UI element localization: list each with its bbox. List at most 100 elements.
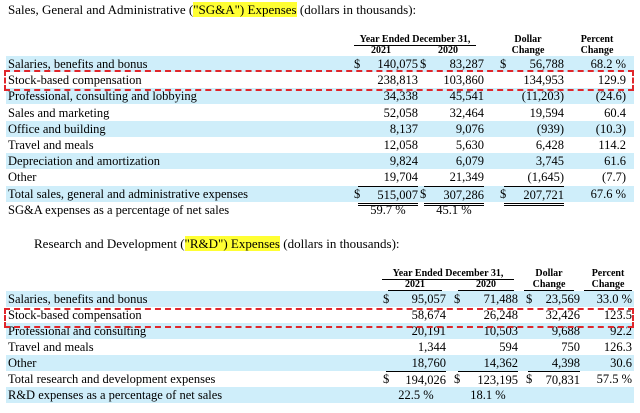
row-label: Office and building	[8, 121, 106, 136]
row-label: Stock-based compensation	[8, 308, 142, 322]
value-percent-change: 33.0 %	[596, 292, 632, 306]
value-percent-change: 68.2 %	[590, 57, 626, 71]
value-2020: 307,286	[424, 185, 484, 206]
value-percent-change	[582, 387, 632, 403]
value-dollar-change: (11,203)	[521, 89, 564, 104]
value-2021: 8,137	[389, 121, 418, 136]
value-percent-change	[570, 202, 626, 218]
value-percent-change: 61.6	[604, 154, 626, 169]
rnd-header-dollar: Dollar	[535, 268, 563, 279]
value-2021: 52,058	[383, 105, 418, 120]
table-row: Travel and meals 1,344 594 750 126.3	[6, 339, 634, 355]
value-2021: 59.7 %	[370, 202, 406, 217]
value-dollar-change	[504, 202, 564, 218]
value-2020: 83,287	[449, 57, 484, 71]
table-row: Other 19,704 21,349 (1,645) (7.7)	[6, 169, 634, 185]
value-2020: 26,248	[483, 308, 518, 322]
table-row: Total research and development expenses $…	[6, 371, 634, 391]
table-row: Stock-based compensation 238,813 103,860 13…	[6, 72, 634, 88]
value-2021: 515,007	[358, 185, 418, 206]
value-dollar-change: (939)	[536, 121, 564, 136]
dollar-sign: $	[526, 372, 533, 386]
value-dollar-change: 4,398	[551, 356, 580, 370]
value-2021: 20,191	[411, 324, 446, 338]
rnd-header-dollar-change: Change	[524, 279, 574, 291]
row-label: Professional and consulting	[8, 324, 147, 338]
value-dollar-change	[528, 387, 580, 403]
value-2021: 18,760	[411, 356, 446, 370]
value-percent-change: (7.7)	[602, 170, 626, 185]
value-2020: 6,079	[455, 154, 484, 169]
value-dollar-change: 750	[561, 340, 580, 354]
table-row: Total sales, general and administrative …	[6, 185, 634, 206]
value-dollar-change: 23,569	[545, 292, 580, 306]
dollar-sign: $	[383, 292, 390, 306]
value-2021: 95,057	[411, 292, 446, 306]
value-2020: 5,630	[455, 138, 484, 152]
value-2020: 45.1 %	[436, 202, 472, 217]
value-dollar-change: 19,594	[529, 105, 564, 120]
row-label: Salaries, benefits and bonus	[8, 292, 148, 306]
value-2021: 140,075	[377, 57, 418, 71]
row-label: Depreciation and amortization	[8, 154, 161, 169]
value-percent-change: 126.3	[603, 340, 632, 354]
value-2021: 58,674	[411, 308, 446, 322]
value-2020: 45,541	[449, 89, 484, 104]
table-row: Travel and meals 12,058 5,630 6,428 114.2	[6, 137, 634, 153]
value-percent-change: 57.5 %	[596, 372, 632, 386]
rnd-title: Research and Development ("R&D") Expense…	[34, 236, 400, 251]
value-dollar-change: 9,688	[551, 324, 580, 338]
value-percent-change: (24.6)	[595, 89, 626, 104]
rnd-header-2021: 2021	[388, 279, 442, 291]
value-2020: 21,349	[449, 170, 484, 185]
value-percent-change: 30.6	[610, 356, 632, 370]
sga-title: Sales, General and Administrative ("SG&A…	[8, 2, 417, 17]
dollar-sign: $	[526, 292, 533, 306]
value-percent-change: 123.5	[603, 308, 632, 322]
value-dollar-change: 32,426	[545, 308, 580, 322]
sga-title-highlight: "SG&A") Expenses	[193, 2, 297, 17]
sga-header-dollar: Dollar	[514, 34, 542, 45]
value-percent-change: 92.2	[610, 324, 632, 338]
dollar-sign: $	[454, 292, 461, 306]
value-dollar-change: 56,788	[529, 57, 564, 71]
value-percent-change: 60.4	[604, 105, 626, 120]
value-2020: 71,488	[483, 292, 518, 306]
rnd-header-percent-change: Change	[584, 279, 632, 291]
value-2020: 594	[499, 340, 518, 354]
table-row: R&D expenses as a percentage of net sale…	[6, 387, 634, 403]
table-row: Sales and marketing 52,058 32,464 19,594 60.…	[6, 105, 634, 121]
value-2020: 32,464	[449, 105, 484, 120]
row-label: Salaries, benefits and bonus	[8, 57, 148, 71]
value-2020: 18.1 %	[470, 388, 506, 402]
value-percent-change: 114.2	[598, 138, 626, 152]
value-percent-change: (10.3)	[595, 121, 626, 136]
value-2020: 103,860	[443, 73, 484, 88]
value-2021: 12,058	[383, 138, 418, 152]
value-2021: 9,824	[389, 154, 418, 169]
table-row: Depreciation and amortization 9,824 6,079 3…	[6, 153, 634, 170]
value-2020: 10,503	[483, 324, 518, 338]
table-row: Professional, consulting and lobbying 34,…	[6, 88, 634, 105]
value-percent-change: 129.9	[597, 73, 626, 88]
row-label: Travel and meals	[8, 138, 94, 152]
row-label: Other	[8, 356, 37, 370]
value-2021: 19,704	[383, 170, 418, 185]
row-label: Professional, consulting and lobbying	[8, 89, 197, 104]
value-2021: 238,813	[377, 73, 418, 88]
value-percent-change: 67.6 %	[590, 186, 626, 201]
value-2021: 1,344	[417, 340, 446, 354]
dollar-sign: $	[500, 57, 507, 71]
table-row: Office and building 8,137 9,076 (939) (10.3)	[6, 120, 634, 137]
value-dollar-change: 6,428	[535, 138, 564, 152]
value-2020: 9,076	[455, 121, 484, 136]
row-label: Other	[8, 170, 37, 185]
row-label: Stock-based compensation	[8, 73, 142, 88]
value-2021: 34,338	[383, 89, 418, 104]
dollar-sign: $	[420, 186, 427, 201]
row-label: SG&A expenses as a percentage of net sal…	[8, 202, 230, 217]
dollar-sign: $	[383, 372, 390, 386]
value-dollar-change: (1,645)	[527, 170, 564, 185]
value-2020: 14,362	[483, 356, 518, 370]
table-row: Salaries, benefits and bonus $95,057 $71,4…	[6, 291, 634, 307]
